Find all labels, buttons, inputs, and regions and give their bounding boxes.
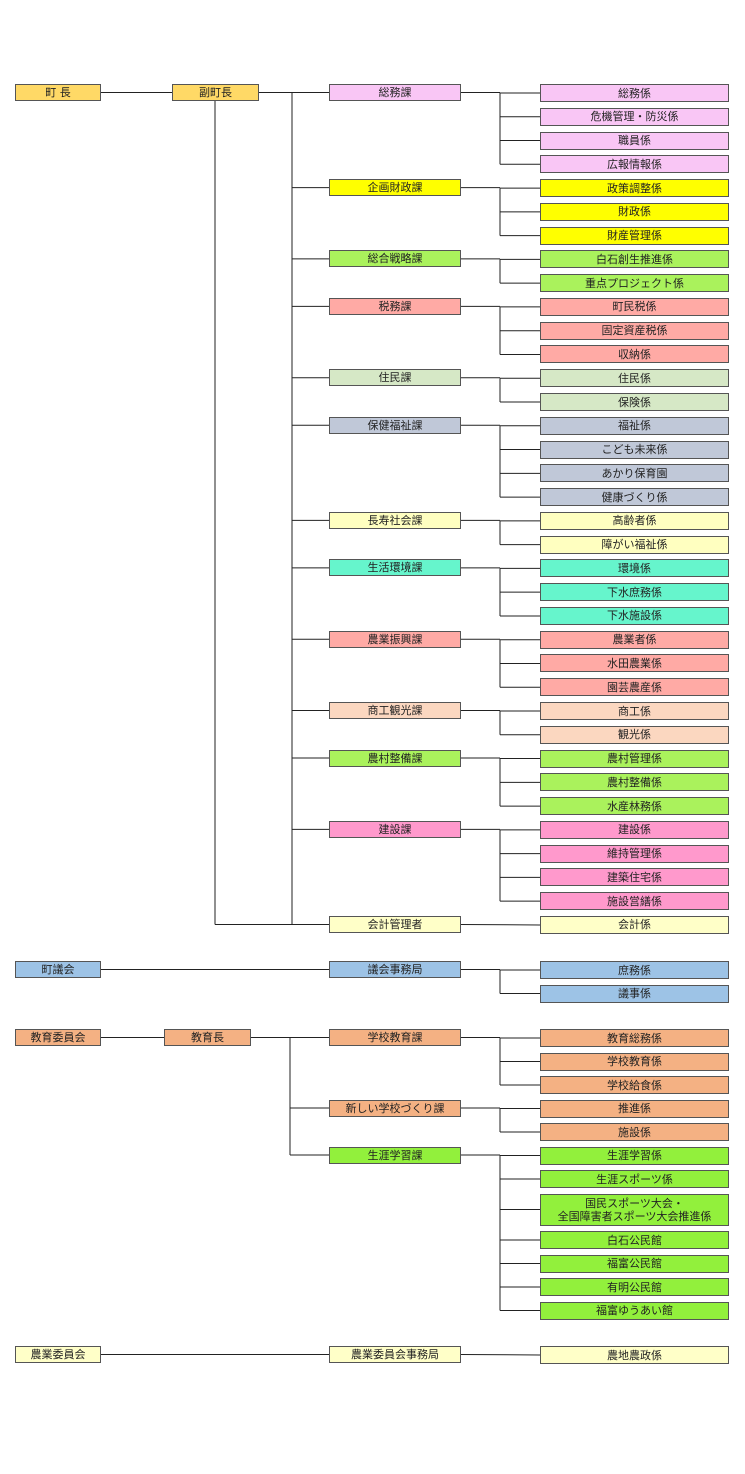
section-box: 総務係 bbox=[540, 84, 729, 102]
division-box: 建設課 bbox=[329, 820, 461, 838]
section-box: 教育総務係 bbox=[540, 1029, 729, 1047]
section-box: 職員係 bbox=[540, 131, 729, 150]
section-box: 農村管理係 bbox=[540, 749, 729, 768]
section-box: 学校給食係 bbox=[540, 1076, 729, 1094]
connector bbox=[460, 1354, 541, 1356]
section-box: 生涯スポーツ係 bbox=[540, 1170, 729, 1188]
section-box: 福祉係 bbox=[540, 416, 729, 435]
deputy-box: 副町長 bbox=[172, 84, 259, 101]
section-box: 建築住宅係 bbox=[540, 868, 729, 887]
deputy-box: 教育長 bbox=[164, 1029, 251, 1046]
head-box: 農業委員会 bbox=[15, 1346, 101, 1363]
head-box: 町 長 bbox=[15, 84, 101, 101]
division-box: 総合戦略課 bbox=[329, 250, 461, 268]
section-box: 施設係 bbox=[540, 1123, 729, 1141]
section-box: 政策調整係 bbox=[540, 179, 729, 198]
section-box: 維持管理係 bbox=[540, 844, 729, 863]
section-box: 議事係 bbox=[540, 984, 729, 1003]
section-box: 有明公民館 bbox=[540, 1278, 729, 1296]
section-box: 学校教育係 bbox=[540, 1052, 729, 1071]
division-box: 企画財政課 bbox=[329, 179, 461, 197]
division-box: 長寿社会課 bbox=[329, 511, 461, 529]
section-box: 財政係 bbox=[540, 202, 729, 221]
division-box: 税務課 bbox=[329, 297, 461, 315]
section-box: 健康づくり係 bbox=[540, 488, 729, 507]
section-box: 国民スポーツ大会・ 全国障害者スポーツ大会推進係 bbox=[540, 1193, 729, 1226]
section-box: 会計係 bbox=[540, 915, 729, 934]
section-box: 推進係 bbox=[540, 1099, 729, 1118]
section-box: 固定資産税係 bbox=[540, 321, 729, 340]
section-box: 高齢者係 bbox=[540, 511, 729, 530]
division-box: 新しい学校づくり課 bbox=[329, 1099, 461, 1117]
section-box: 危機管理・防災係 bbox=[540, 107, 729, 126]
section-box: 町民税係 bbox=[540, 297, 729, 316]
division-box: 農業委員会事務局 bbox=[329, 1346, 461, 1363]
division-box: 学校教育課 bbox=[329, 1029, 461, 1046]
section-box: 庶務係 bbox=[540, 961, 729, 979]
division-box: 農業振興課 bbox=[329, 630, 461, 648]
division-box: 総務課 bbox=[329, 84, 461, 101]
section-box: 建設係 bbox=[540, 820, 729, 839]
section-box: 下水庶務係 bbox=[540, 583, 729, 602]
section-box: あかり保育園 bbox=[540, 464, 729, 483]
section-box: こども未来係 bbox=[540, 440, 729, 459]
section-box: 施設営繕係 bbox=[540, 892, 729, 911]
section-box: 白石公民館 bbox=[540, 1231, 729, 1249]
head-box: 町議会 bbox=[15, 961, 101, 978]
division-box: 商工観光課 bbox=[329, 702, 461, 720]
head-box: 教育委員会 bbox=[15, 1029, 101, 1046]
section-box: 園芸農産係 bbox=[540, 678, 729, 697]
division-box: 保健福祉課 bbox=[329, 416, 461, 434]
section-box: 保険係 bbox=[540, 393, 729, 411]
section-box: 農村整備係 bbox=[540, 773, 729, 792]
section-box: 収納係 bbox=[540, 345, 729, 364]
section-box: 福富ゆうあい館 bbox=[540, 1301, 729, 1320]
division-box: 会計管理者 bbox=[329, 915, 461, 933]
connector bbox=[460, 923, 541, 926]
section-box: 観光係 bbox=[540, 725, 729, 744]
section-box: 広報情報係 bbox=[540, 155, 729, 174]
section-box: 障がい福祉係 bbox=[540, 535, 729, 554]
section-box: 重点プロジェクト係 bbox=[540, 274, 729, 293]
section-box: 財産管理係 bbox=[540, 226, 729, 245]
section-box: 下水施設係 bbox=[540, 606, 729, 625]
section-box: 福富公民館 bbox=[540, 1254, 729, 1273]
section-box: 商工係 bbox=[540, 702, 729, 721]
division-box: 生涯学習課 bbox=[329, 1146, 461, 1164]
section-box: 水産林務係 bbox=[540, 797, 729, 816]
division-box: 議会事務局 bbox=[329, 961, 461, 978]
section-box: 農業者係 bbox=[540, 630, 729, 649]
section-box: 環境係 bbox=[540, 559, 729, 578]
section-box: 白石創生推進係 bbox=[540, 250, 729, 269]
section-box: 生涯学習係 bbox=[540, 1146, 729, 1165]
division-box: 生活環境課 bbox=[329, 559, 461, 577]
section-box: 農地農政係 bbox=[540, 1346, 729, 1364]
section-box: 水田農業係 bbox=[540, 654, 729, 673]
division-box: 農村整備課 bbox=[329, 749, 461, 767]
division-box: 住民課 bbox=[329, 369, 461, 387]
section-box: 住民係 bbox=[540, 369, 729, 388]
